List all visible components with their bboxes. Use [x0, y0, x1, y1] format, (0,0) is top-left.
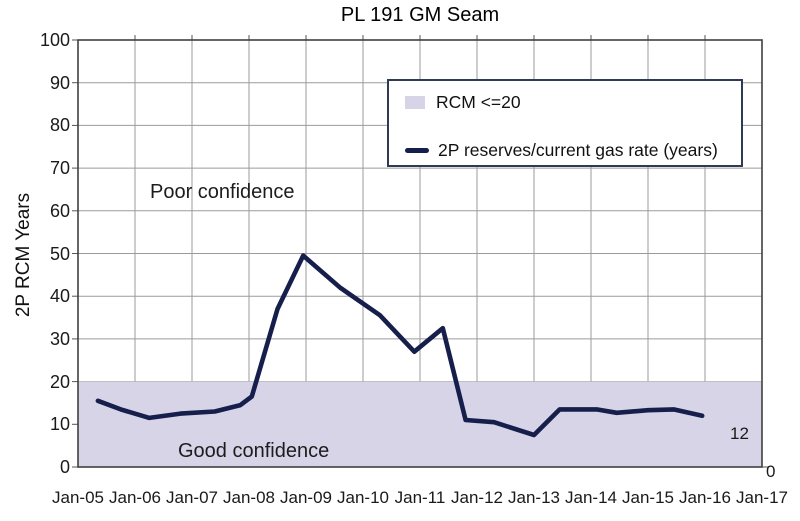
x-tick-label: Jan-08 [223, 488, 275, 507]
y-tick-label: 70 [49, 158, 70, 179]
secondary-y-axis-zero-label: 0 [766, 462, 776, 481]
y-tick-label: 10 [49, 414, 70, 435]
legend-item-line: 2P reserves/current gas rate (years) [405, 139, 718, 160]
y-tick-label: 50 [49, 243, 70, 264]
data-line [95, 253, 705, 438]
y-tick-label: 40 [49, 286, 70, 307]
legend-line-label: 2P reserves/current gas rate (years) [438, 139, 718, 160]
x-tick-label: Jan-07 [166, 488, 218, 507]
x-tick-label: Jan-10 [337, 488, 389, 507]
y-tick-label: 90 [49, 72, 70, 93]
chart-title: PL 191 GM Seam [340, 4, 500, 26]
x-tick-label: Jan-06 [109, 488, 161, 507]
band-swatch-icon [405, 95, 425, 109]
plot-border [77, 39, 763, 468]
x-tick-label: Jan-15 [622, 488, 674, 507]
y-tick-label: 60 [49, 200, 70, 221]
line-swatch-icon [405, 147, 429, 153]
series-end-value-label: 12 [730, 424, 749, 443]
x-tick-label: Jan-13 [508, 488, 560, 507]
legend-item-band: RCM <=20 [405, 91, 521, 112]
x-tick-label: Jan-09 [280, 488, 332, 507]
rcm-band [78, 381, 762, 467]
y-tick-label: 100 [39, 30, 70, 50]
y-tick-label: 30 [49, 328, 70, 349]
y-tick-label: 80 [49, 115, 70, 136]
legend-band-label: RCM <=20 [436, 91, 521, 112]
legend-box: RCM <=20 2P reserves/current gas rate (y… [387, 79, 743, 167]
y-tick-label: 0 [59, 457, 70, 477]
x-tick-label: Jan-16 [679, 488, 731, 507]
x-tick-label: Jan-14 [565, 488, 617, 507]
y-tick-label: 20 [49, 371, 70, 392]
annotation-poor-confidence: Poor confidence [150, 181, 295, 203]
annotation-good-confidence: Good confidence [178, 440, 330, 462]
x-tick-label: Jan-05 [52, 488, 104, 507]
x-tick-label: Jan-12 [451, 488, 503, 507]
x-tick-label: Jan-11 [394, 488, 446, 507]
x-tick-label: Jan-17 [736, 488, 788, 507]
